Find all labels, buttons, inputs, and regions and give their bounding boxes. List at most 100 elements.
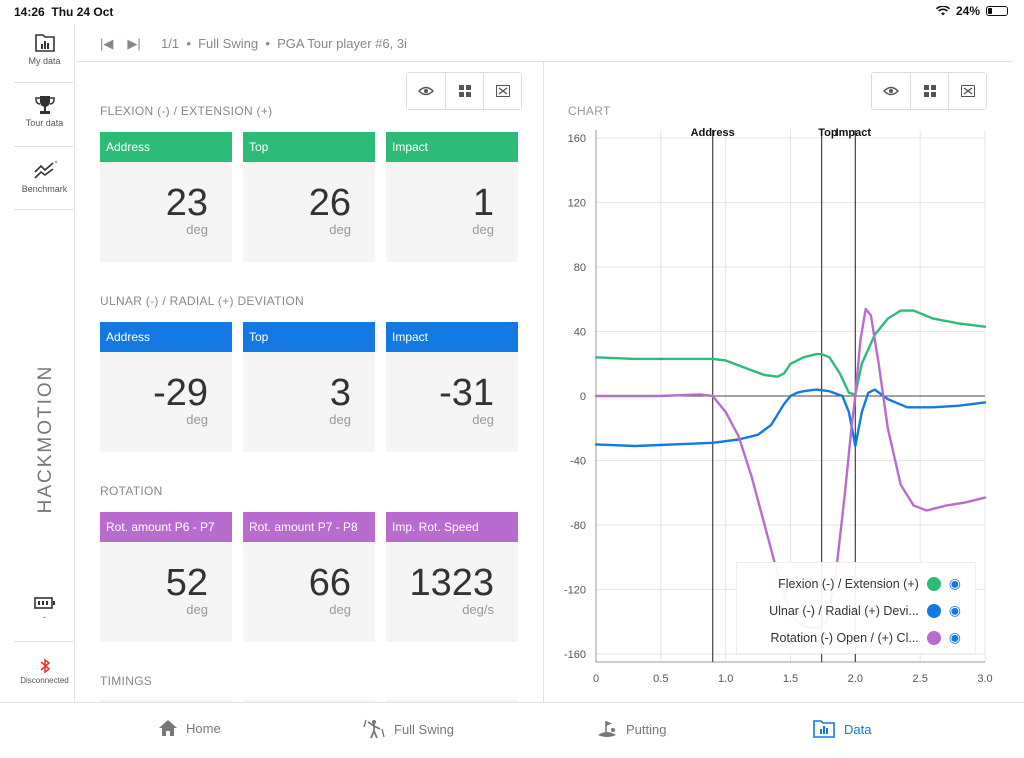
crumb-separator: •: [186, 36, 191, 51]
legend-color-dot: [926, 576, 941, 591]
last-record-icon[interactable]: ▶|: [127, 36, 141, 51]
ulnar-impact-card: Impact -31 deg: [386, 322, 518, 452]
eye-icon[interactable]: ◉: [948, 575, 961, 591]
series-line: [594, 309, 987, 396]
card-value: 3: [329, 372, 351, 414]
session-nav: |◀ ▶|: [100, 36, 141, 52]
tab-label-full-swing: Full Swing: [394, 721, 454, 737]
expand-icon: [495, 85, 510, 97]
bluetooth-icon: [39, 658, 50, 674]
card-value: -29: [153, 372, 208, 414]
y-tick-label: 80: [574, 262, 586, 274]
first-record-icon[interactable]: |◀: [100, 36, 114, 51]
ulnar-top-card: Top 3 deg: [243, 322, 375, 452]
chart-legend: Flexion (-) / Extension (+) ◉ Ulnar (-) /…: [736, 562, 976, 654]
status-time: 14:26 Thu 24 Oct: [14, 5, 114, 19]
card-value: 52: [165, 562, 208, 604]
card-header: Address: [100, 322, 232, 352]
chart-grid-view-button[interactable]: [910, 73, 948, 109]
bluetooth-status-text: Disconnected: [20, 676, 69, 685]
x-tick-label: 1.0: [718, 673, 733, 685]
legend-color-dot: [926, 603, 941, 618]
card-header: Top: [243, 322, 375, 352]
y-tick-label: 0: [580, 391, 586, 403]
x-tick-label: 0: [593, 673, 599, 685]
rotation-section-title: ROTATION: [100, 484, 163, 498]
line-chart[interactable]: 0 0.5 1.0 1.5 2.0 2.5 3.0 160 120 80 40 0 -40 -80 -120…: [545, 62, 1012, 702]
card-unit: deg/s: [462, 602, 494, 617]
sensor-battery-icon: [33, 597, 55, 609]
card-header: Rot. amount P6 - P7: [100, 512, 232, 542]
chart-expand-button[interactable]: [948, 73, 986, 109]
legend-item-ulnar[interactable]: Ulnar (-) / Radial (+) Devi... ◉: [769, 602, 961, 619]
tab-putting[interactable]: Putting: [596, 719, 666, 739]
eye-icon[interactable]: ◉: [948, 629, 961, 645]
tab-home[interactable]: Home: [158, 719, 221, 737]
legend-label: Ulnar (-) / Radial (+) Devi...: [769, 603, 919, 618]
putting-icon: [598, 721, 616, 737]
card-unit: deg: [186, 222, 208, 237]
card-header: Impact: [386, 322, 518, 352]
sidebar-item-benchmark[interactable]: Benchmark: [14, 160, 75, 194]
chart-visibility-button[interactable]: [872, 73, 910, 109]
grid-view-button[interactable]: [445, 73, 483, 109]
timings-section-title: TIMINGS: [100, 674, 153, 688]
my-data-icon: [34, 34, 55, 52]
card-unit: deg: [329, 602, 351, 617]
benchmark-icon: [33, 160, 57, 179]
x-tick-label: 2.0: [848, 673, 863, 685]
timings-card: [100, 700, 232, 702]
rotation-p6p7-card: Rot. amount P6 - P7 52 deg: [100, 512, 232, 642]
legend-item-flexion[interactable]: Flexion (-) / Extension (+) ◉: [778, 575, 961, 592]
ulnar-section-title: ULNAR (-) / RADIAL (+) DEVIATION: [100, 294, 304, 308]
event-marker-label: Top: [818, 127, 838, 139]
card-value: -31: [439, 372, 494, 414]
record-position: 1/1: [161, 36, 180, 51]
y-tick-label: 160: [568, 133, 586, 145]
series-line: [594, 388, 987, 448]
eye-icon[interactable]: ◉: [948, 602, 961, 618]
y-tick-label: 40: [574, 327, 586, 339]
brand-logo: HACKMOTION: [26, 354, 66, 524]
card-unit: deg: [472, 222, 494, 237]
y-tick-label: -160: [564, 649, 586, 661]
rotation-p7p8-card: Rot. amount P7 - P8 66 deg: [243, 512, 375, 642]
card-value: 23: [165, 182, 208, 224]
chart-pane: CHART 0 0.5 1.0 1.5 2.0 2.5 3.0 160 120 80 40 0 -40 -…: [545, 62, 1012, 702]
legend-color-dot: [926, 630, 941, 645]
timings-card: [243, 700, 375, 702]
tab-full-swing[interactable]: Full Swing: [362, 719, 454, 739]
card-header: Address: [100, 132, 232, 162]
eye-icon: [883, 86, 899, 96]
metrics-toolbar: [406, 72, 522, 110]
golfer-icon: [363, 719, 385, 739]
event-marker-label: Address: [691, 127, 735, 139]
legend-item-rotation[interactable]: Rotation (-) Open / (+) Cl... ◉: [770, 629, 961, 646]
x-tick-label: 2.5: [913, 673, 928, 685]
card-unit: deg: [186, 412, 208, 427]
sidebar-item-tour-data[interactable]: Tour data: [14, 94, 75, 128]
y-tick-label: -40: [570, 455, 586, 467]
card-value: 26: [308, 182, 351, 224]
chart-toolbar: [871, 72, 987, 110]
crumb-mode: Full Swing: [198, 36, 259, 51]
y-tick-label: -120: [564, 584, 586, 596]
x-tick-label: 3.0: [977, 673, 992, 685]
flexion-address-card: Address 23 deg: [100, 132, 232, 262]
rotation-speed-card: Imp. Rot. Speed 1323 deg/s: [386, 512, 518, 642]
sensor-battery-status: -: [14, 596, 75, 622]
card-unit: deg: [329, 222, 351, 237]
x-tick-label: 0.5: [653, 673, 668, 685]
y-tick-label: 120: [568, 198, 586, 210]
metrics-pane: FLEXION (-) / EXTENSION (+) Address 23 deg…: [76, 62, 544, 702]
breadcrumb: 1/1 • Full Swing • PGA Tour player #6, 3…: [161, 36, 407, 51]
sidebar-item-my-data[interactable]: My data: [14, 32, 75, 66]
card-header: Rot. amount P7 - P8: [243, 512, 375, 542]
status-bar: 14:26 Thu 24 Oct 24%: [0, 0, 1024, 22]
bluetooth-status[interactable]: Disconnected: [14, 658, 75, 685]
visibility-button[interactable]: [407, 73, 445, 109]
expand-button[interactable]: [483, 73, 521, 109]
tab-data[interactable]: Data: [812, 719, 871, 739]
chart-title: CHART: [568, 104, 611, 118]
flexion-impact-card: Impact 1 deg: [386, 132, 518, 262]
